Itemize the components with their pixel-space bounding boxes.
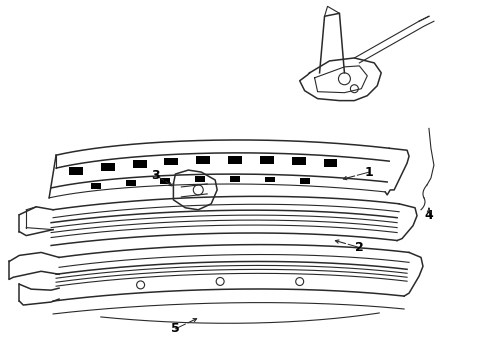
FancyBboxPatch shape xyxy=(230,176,240,182)
Text: 3: 3 xyxy=(151,168,160,181)
FancyBboxPatch shape xyxy=(292,157,306,165)
FancyBboxPatch shape xyxy=(228,156,242,164)
FancyBboxPatch shape xyxy=(165,158,178,166)
FancyBboxPatch shape xyxy=(260,156,274,164)
FancyBboxPatch shape xyxy=(125,180,136,186)
FancyBboxPatch shape xyxy=(133,159,147,167)
Text: 5: 5 xyxy=(171,322,180,336)
Text: 2: 2 xyxy=(355,241,364,254)
FancyBboxPatch shape xyxy=(265,176,275,183)
Text: 4: 4 xyxy=(424,209,433,222)
FancyBboxPatch shape xyxy=(196,156,210,164)
FancyBboxPatch shape xyxy=(300,178,310,184)
FancyBboxPatch shape xyxy=(91,183,101,189)
FancyBboxPatch shape xyxy=(69,167,83,175)
Text: 1: 1 xyxy=(365,166,374,179)
FancyBboxPatch shape xyxy=(101,163,115,171)
FancyBboxPatch shape xyxy=(323,159,338,167)
FancyBboxPatch shape xyxy=(161,177,171,184)
FancyBboxPatch shape xyxy=(196,176,205,183)
